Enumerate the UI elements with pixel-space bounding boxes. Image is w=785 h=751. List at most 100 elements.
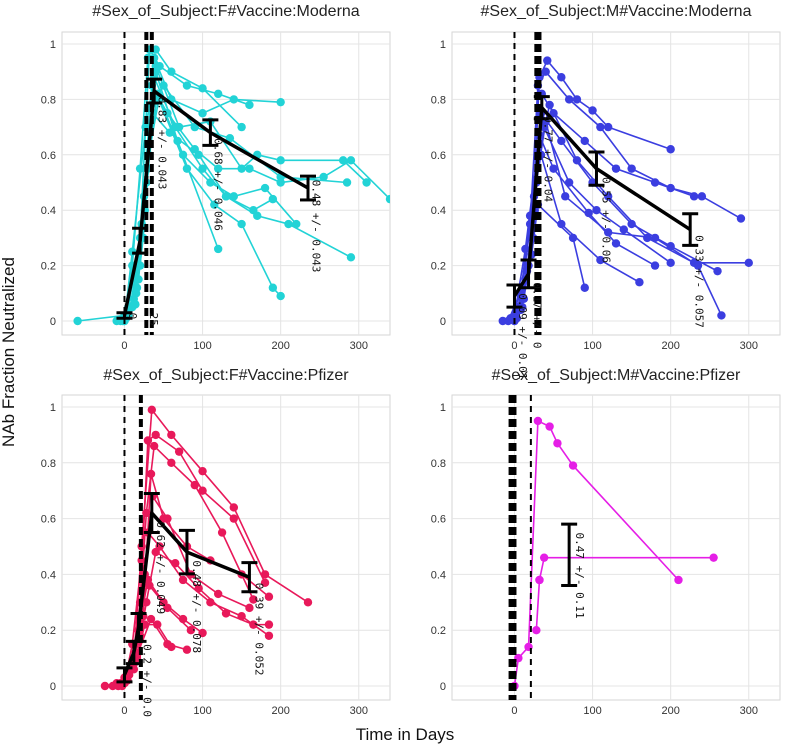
data-point [666,242,675,251]
x-tick-label: 0 [121,705,127,717]
data-point [198,109,207,118]
data-point [163,639,172,649]
data-point [225,133,235,143]
data-point [213,244,223,254]
data-point [146,614,156,624]
mean-annotation: 0.48 +/- 0.078 [190,560,203,653]
data-point [198,466,207,476]
y-tick-label: 0.6 [431,514,446,526]
data-point [346,156,356,165]
data-point [213,164,223,173]
data-point [744,258,753,268]
y-tick-label: 1 [50,402,56,414]
data-point [237,219,246,229]
data-point [276,97,285,107]
data-point [611,164,621,173]
data-point [532,626,541,635]
y-tick-label: 0.8 [41,94,56,106]
y-tick-label: 0 [440,316,446,328]
data-point [611,239,621,248]
mean-annotation: 0.17 +/- 0 [531,282,544,348]
y-tick-label: 0.2 [41,625,56,637]
data-point [198,486,207,495]
x-tick-label: 200 [271,340,289,352]
data-point [260,578,270,587]
mean-annotation: 0.2 +/- 0.0 [141,644,154,717]
data-point [276,291,285,301]
data-point [73,316,82,326]
data-point [319,172,328,182]
data-point [572,156,582,165]
data-point [264,620,274,629]
y-tick-label: 0.8 [431,94,446,106]
data-point [666,145,675,154]
y-tick-label: 0.8 [431,458,446,470]
data-point [126,302,135,312]
data-point [385,194,390,204]
figure-xlabel: Time in Days [356,725,455,744]
x-tick-label: 0 [121,340,127,352]
mean-annotation: 0.77 +/- 0.04 [542,116,555,202]
mean-annotation: 0 [126,313,139,320]
data-point [213,589,223,599]
y-tick-label: 0.4 [431,569,446,581]
data-point [580,283,589,292]
data-point [149,441,159,451]
series-line-3 [535,579,541,631]
data-point [545,422,554,431]
data-point [580,136,589,146]
data-point [229,514,239,523]
y-tick-label: 0.6 [41,150,56,162]
data-point [627,219,636,229]
y-tick-label: 0.4 [41,569,56,581]
data-point [264,631,274,640]
mean-annotation: 0.39 +/- 0.052 [252,583,265,676]
data-point [268,194,278,204]
data-point [533,416,543,426]
data-point [182,645,192,654]
data-point [717,311,726,320]
y-tick-label: 0 [50,681,56,693]
data-point [260,183,270,193]
data-point [596,122,605,132]
data-point [572,95,582,104]
data-point [237,122,246,132]
data-point [666,258,675,268]
data-point [650,261,660,270]
data-point [163,514,172,523]
data-point [557,219,566,229]
data-point [194,150,203,159]
data-point [249,595,258,604]
mean-annotation: 0.68 +/- 0.046 [212,138,225,231]
data-point [217,528,227,537]
y-tick-label: 0.4 [41,205,56,217]
data-point [178,575,188,585]
data-point [229,192,239,201]
x-tick-label: 0 [511,340,517,352]
data-point [135,261,145,270]
data-point [245,603,254,613]
data-point [650,178,660,187]
x-tick-label: 300 [740,705,758,717]
data-point [146,469,156,479]
data-point [151,547,160,557]
data-point [342,178,352,187]
plot-frame [61,31,391,336]
data-point [603,122,613,132]
data-point [143,436,153,445]
x-tick-label: 300 [350,340,368,352]
data-point [206,178,215,187]
mean-annotation: 0.83 +/- 0.043 [155,97,168,190]
data-point [253,211,262,220]
data-point [557,73,566,82]
panel-2: #Sex_of_Subject:M#Vaccine:Moderna 0 0.2 0.4… [431,3,781,379]
data-point [260,570,270,579]
x-tick-label: 100 [583,705,601,717]
y-tick-label: 0.6 [41,514,56,526]
x-tick-label: 300 [740,340,758,352]
data-point [635,278,644,287]
data-point [561,192,570,201]
data-point [596,255,605,265]
data-point [545,100,554,110]
y-tick-label: 0.2 [41,261,56,273]
